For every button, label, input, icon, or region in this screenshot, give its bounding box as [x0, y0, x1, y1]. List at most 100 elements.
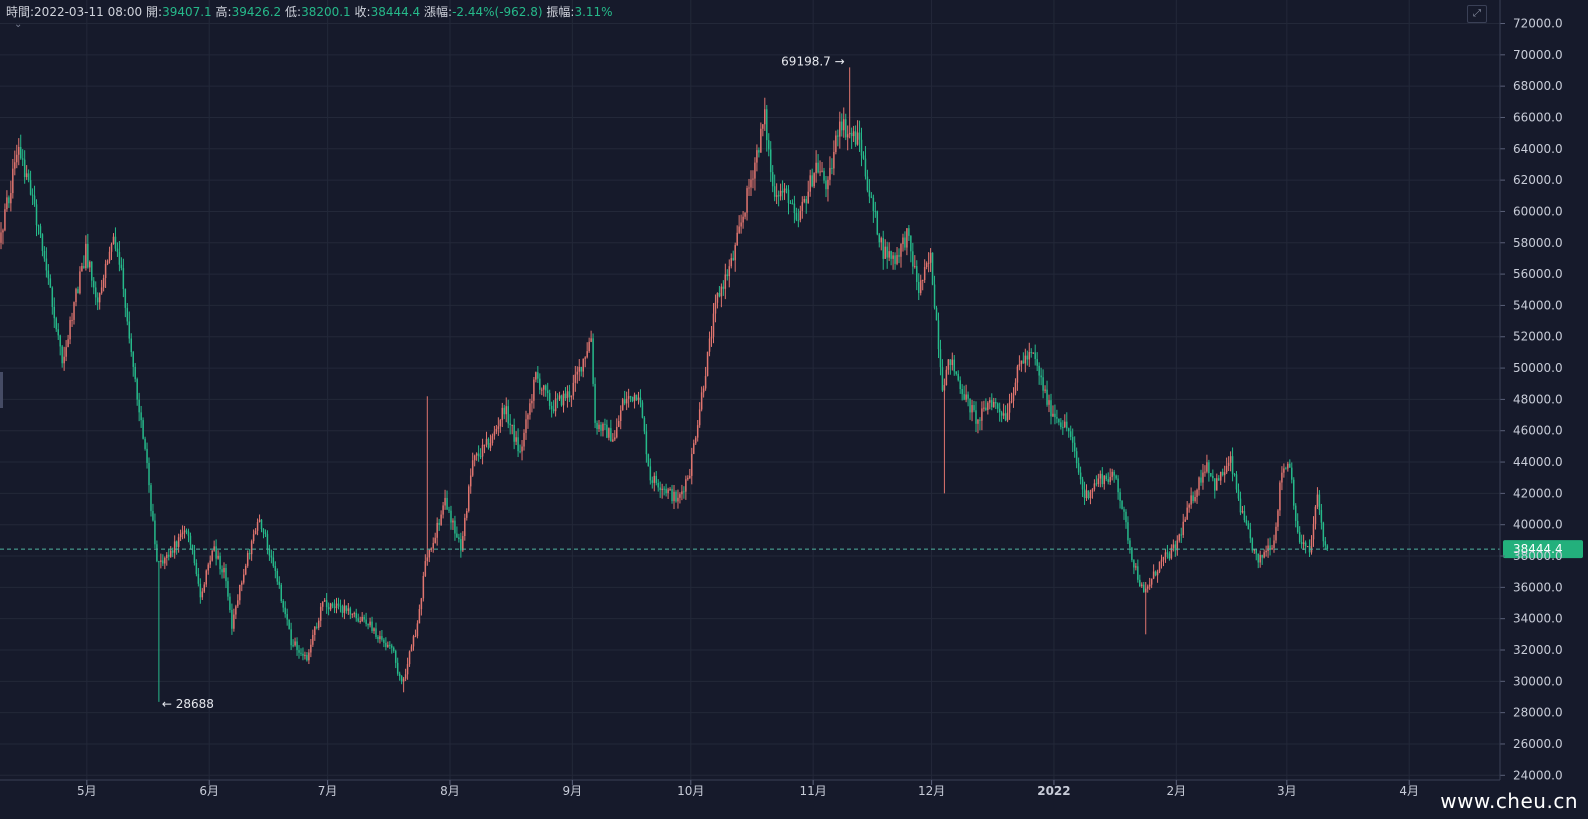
- candle-body: [160, 560, 162, 562]
- candle-body: [404, 674, 407, 679]
- candle-body: [130, 338, 132, 353]
- candle-up: [422, 571, 425, 602]
- candle-body: [258, 519, 261, 523]
- candle-body: [375, 628, 377, 637]
- candle-up: [79, 266, 81, 295]
- candle-body: [734, 245, 736, 261]
- chevron-down-icon[interactable]: ⌄: [14, 19, 23, 30]
- candle-body: [730, 258, 732, 267]
- candle-body: [308, 652, 310, 661]
- candle-body: [77, 289, 79, 294]
- candle-down: [675, 490, 677, 503]
- candle-body: [246, 553, 249, 566]
- fullscreen-icon[interactable]: ⤢: [1467, 5, 1487, 23]
- candle-up: [977, 418, 979, 434]
- candle-up: [543, 384, 545, 397]
- candle-body: [239, 584, 241, 601]
- candle-up: [750, 170, 752, 196]
- candle-body: [1101, 473, 1104, 485]
- candle-body: [1304, 542, 1307, 547]
- candle-body: [323, 600, 326, 602]
- candle-body: [25, 173, 28, 178]
- candle-up: [442, 501, 444, 519]
- candle-down: [1298, 526, 1301, 544]
- candle-down: [487, 437, 490, 450]
- candle-down: [935, 305, 938, 321]
- candle-down: [248, 548, 251, 560]
- candle-body: [1022, 360, 1025, 364]
- candle-body: [552, 409, 555, 412]
- candle-up: [102, 274, 105, 292]
- candle-down: [507, 399, 509, 429]
- candle-body: [444, 497, 446, 506]
- candle-down: [596, 420, 598, 435]
- candle-body: [793, 203, 796, 214]
- candle-body: [732, 258, 734, 261]
- candle-up: [412, 634, 415, 651]
- candle-down: [841, 113, 843, 137]
- candle-body: [343, 605, 346, 613]
- candle-body: [23, 159, 26, 178]
- candle-body: [1150, 578, 1153, 585]
- high-label: 高:: [215, 5, 232, 19]
- candle-down: [1062, 420, 1064, 435]
- candle-body: [890, 251, 892, 259]
- amplitude-label: 振幅:: [546, 5, 575, 19]
- candle-body: [1091, 489, 1094, 493]
- candle-body: [1281, 472, 1283, 483]
- candle-body: [410, 646, 413, 652]
- candle-up: [724, 263, 727, 300]
- candle-up: [1263, 549, 1265, 559]
- candle-up: [1253, 549, 1256, 554]
- candle-down: [949, 359, 952, 375]
- candle-body: [748, 187, 750, 189]
- candle-body: [187, 531, 190, 536]
- candle-up: [1271, 544, 1273, 550]
- candle-down: [367, 623, 369, 630]
- candle-down: [357, 613, 359, 623]
- candle-body: [738, 226, 740, 233]
- candle-up: [485, 431, 488, 448]
- candle-body: [1235, 474, 1238, 490]
- candle-body: [292, 645, 294, 647]
- candle-body: [844, 119, 847, 138]
- candle-body: [1018, 364, 1021, 367]
- candle-body: [1302, 542, 1305, 544]
- candle-down: [389, 641, 391, 650]
- candle-body: [1245, 520, 1248, 524]
- candle-body: [590, 338, 592, 342]
- candle-up: [987, 401, 989, 415]
- candle-up: [951, 352, 954, 371]
- candle-down: [509, 414, 511, 435]
- candle-body: [665, 488, 667, 494]
- candle-body: [1054, 413, 1056, 418]
- candle-body: [175, 541, 178, 547]
- candle-down: [39, 223, 42, 238]
- candle-body: [760, 128, 762, 153]
- candle-body: [369, 621, 371, 626]
- candle-up: [414, 629, 417, 638]
- y-tick-label: 60000.0: [1513, 204, 1563, 218]
- candle-body: [544, 385, 547, 391]
- x-tick-label: 2022: [1037, 784, 1070, 798]
- candle-down: [91, 261, 93, 288]
- candle-down: [785, 185, 788, 194]
- candle-body: [156, 544, 158, 562]
- candle-up: [1052, 405, 1054, 418]
- candle-up: [250, 539, 253, 561]
- candle-up: [925, 261, 928, 270]
- side-panel-handle[interactable]: [0, 372, 3, 408]
- candle-body: [237, 600, 239, 607]
- candle-body: [1113, 471, 1115, 476]
- candle-up: [233, 608, 235, 632]
- candle-body: [136, 379, 138, 400]
- candle-down: [325, 593, 328, 614]
- candle-body: [501, 407, 504, 421]
- candle-body: [921, 280, 924, 282]
- candle-down: [189, 532, 192, 550]
- change-value: -2.44%(-962.8): [452, 5, 543, 19]
- candle-body: [773, 186, 776, 197]
- candle-down: [1069, 425, 1072, 441]
